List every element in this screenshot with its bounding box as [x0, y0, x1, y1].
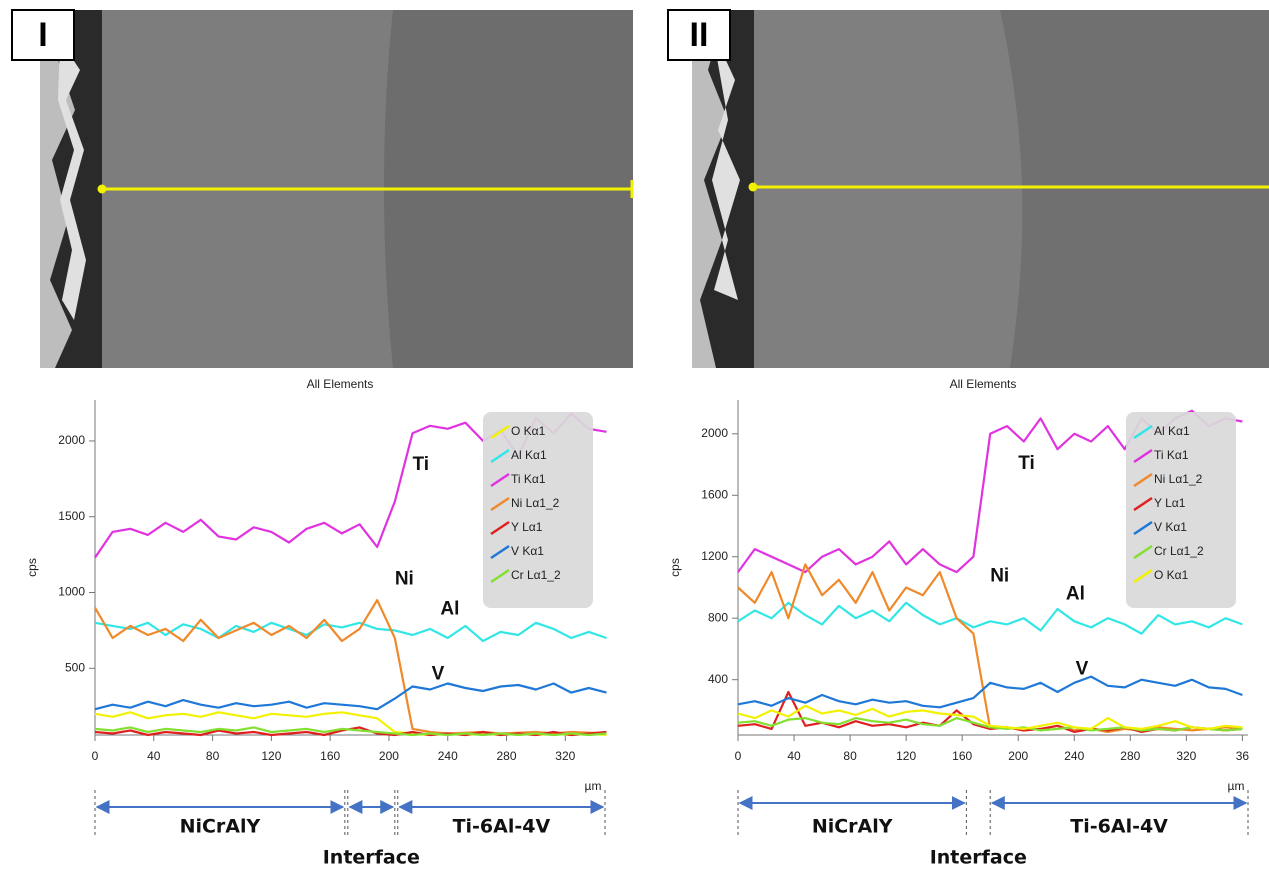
x-tick-label: 280	[1120, 749, 1140, 763]
legend-swatch	[1133, 544, 1153, 560]
legend-label: Ni Lα1_2	[511, 496, 560, 510]
legend-label: V Kα1	[511, 544, 544, 558]
x-tick-label: 320	[1176, 749, 1196, 763]
legend-label: V Kα1	[1154, 520, 1187, 534]
legend-swatch	[490, 424, 510, 440]
legend-label: Al Kα1	[1154, 424, 1190, 438]
panel-label-box	[667, 9, 731, 61]
legend-swatch	[1133, 424, 1153, 440]
x-tick-label: 240	[1064, 749, 1084, 763]
x-tick-label: 0	[735, 749, 742, 763]
legend-label: Y Lα1	[511, 520, 543, 534]
x-tick-label: 80	[206, 749, 220, 763]
legend-label: Ni Lα1_2	[1154, 472, 1203, 486]
region-label: NiCrAlY	[180, 816, 261, 838]
y-tick-label: 1200	[701, 549, 728, 563]
x-tick-label: 320	[555, 749, 575, 763]
sem-image	[692, 10, 1269, 368]
legend-swatch	[1133, 520, 1153, 536]
data-line	[94, 621, 607, 643]
y-tick-label: 2000	[701, 426, 728, 440]
x-tick-label: 280	[497, 749, 517, 763]
x-tick-label: 160	[952, 749, 972, 763]
legend-swatch	[490, 520, 510, 536]
legend-label: Y Lα1	[1154, 496, 1186, 510]
panel-label-box	[11, 9, 75, 61]
region-label: NiCrAlY	[812, 816, 893, 838]
data-line	[737, 675, 1243, 709]
data-line	[737, 717, 1243, 732]
legend-swatch	[490, 544, 510, 560]
data-line	[94, 726, 607, 737]
legend-label: Al Kα1	[511, 448, 547, 462]
annotation: Al	[1066, 583, 1085, 604]
region-label: Ti-6Al-4V	[1070, 816, 1168, 838]
legend-swatch	[490, 448, 510, 464]
annotation: Ti	[412, 454, 429, 475]
data-line	[94, 599, 607, 735]
x-tick-label: 200	[1008, 749, 1028, 763]
region-label: Interface	[930, 847, 1027, 869]
y-tick-label: 1000	[58, 585, 85, 599]
legend-swatch	[1133, 448, 1153, 464]
annotation: V	[432, 663, 445, 684]
legend-box	[483, 412, 593, 608]
sem-image	[40, 10, 634, 368]
chart-title: All Elements	[950, 377, 1017, 391]
legend-swatch	[1133, 568, 1153, 584]
data-line	[94, 682, 607, 711]
data-line	[737, 601, 1243, 635]
annotation: Ti	[1018, 453, 1035, 474]
x-tick-label: 240	[438, 749, 458, 763]
legend-label: Ti Kα1	[511, 472, 546, 486]
y-tick-label: 400	[708, 672, 728, 686]
y-tick-label: 2000	[58, 433, 85, 447]
data-line	[737, 704, 1243, 730]
legend-label: Ti Kα1	[1154, 448, 1189, 462]
legend-label: Cr Lα1_2	[511, 568, 561, 582]
x-tick-label: 160	[320, 749, 340, 763]
x-tick-label: 80	[843, 749, 857, 763]
annotation: V	[1076, 659, 1089, 680]
annotation: Ni	[990, 566, 1009, 587]
x-unit: µm	[1228, 779, 1245, 793]
x-tick-label: 200	[379, 749, 399, 763]
annotation: Ni	[395, 569, 414, 590]
y-tick-label: 800	[708, 610, 728, 624]
y-axis-label: cps	[668, 558, 682, 577]
x-tick-label: 40	[147, 749, 161, 763]
panel-label: I	[38, 16, 47, 54]
legend-swatch	[490, 568, 510, 584]
legend-swatch	[1133, 496, 1153, 512]
x-tick-label: 120	[896, 749, 916, 763]
legend-swatch	[490, 496, 510, 512]
legend-label: Cr Lα1_2	[1154, 544, 1204, 558]
y-tick-label: 500	[65, 660, 85, 674]
chart-title: All Elements	[307, 377, 374, 391]
legend-label: O Kα1	[1154, 568, 1189, 582]
x-tick-label: 0	[92, 749, 99, 763]
legend-swatch	[1133, 472, 1153, 488]
annotation: Al	[440, 599, 459, 620]
x-tick-label: 40	[787, 749, 801, 763]
legend-swatch	[490, 472, 510, 488]
y-tick-label: 1600	[701, 487, 728, 501]
x-tick-label: 36	[1236, 749, 1250, 763]
y-tick-label: 1500	[58, 509, 85, 523]
x-tick-label: 120	[261, 749, 281, 763]
legend-label: O Kα1	[511, 424, 546, 438]
region-label: Interface	[323, 847, 420, 869]
panel-label: II	[690, 16, 709, 54]
y-axis-label: cps	[25, 558, 39, 577]
x-unit: µm	[585, 779, 602, 793]
region-label: Ti-6Al-4V	[453, 816, 551, 838]
legend-box	[1126, 412, 1236, 608]
